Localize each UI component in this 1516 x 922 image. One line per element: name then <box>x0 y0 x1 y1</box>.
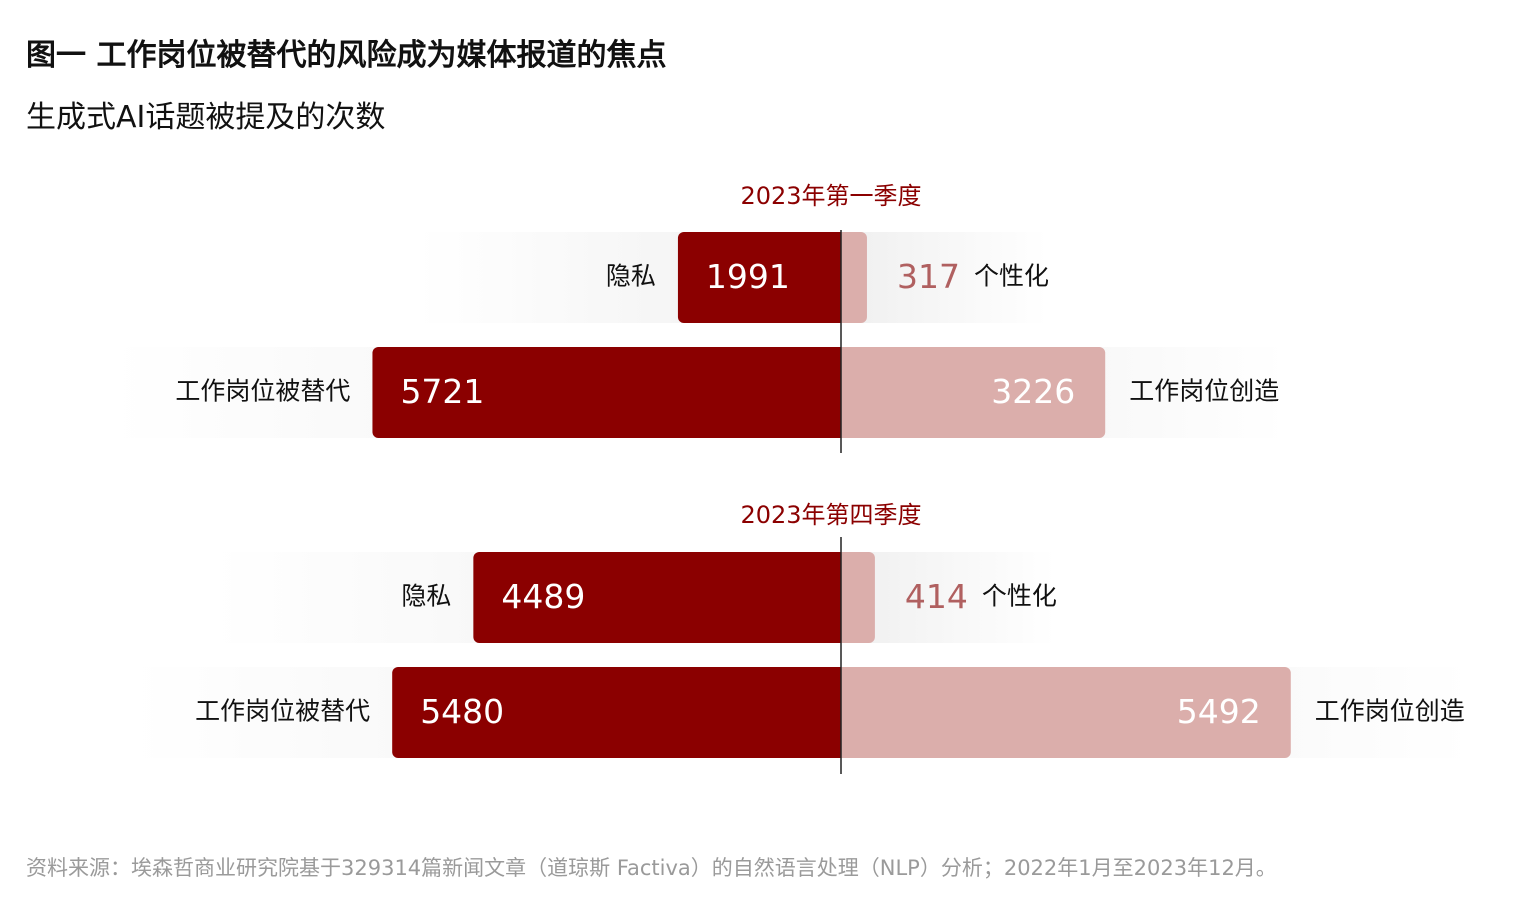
source-note: 资料来源：埃森哲商业研究院基于329314篇新闻文章（道琼斯 Factiva）的… <box>26 856 1277 880</box>
bar-right <box>835 347 1106 438</box>
bar-left-seam <box>835 347 841 438</box>
bar-left <box>372 347 847 438</box>
category-label-left: 工作岗位被替代 <box>195 697 370 726</box>
category-label-right: 工作岗位创造 <box>1315 697 1465 726</box>
category-label-left: 工作岗位被替代 <box>175 377 350 406</box>
value-label-left: 5721 <box>400 372 484 411</box>
bar-left-seam <box>835 232 841 323</box>
value-label-right: 3226 <box>991 372 1075 411</box>
panel-title: 2023年第四季度 <box>740 501 921 529</box>
bar-right <box>835 552 875 643</box>
value-label-left: 5480 <box>420 692 504 731</box>
value-label-right: 5492 <box>1177 692 1261 731</box>
bar-left-seam <box>835 552 841 643</box>
bar-left <box>473 552 847 643</box>
bar-left <box>677 232 847 323</box>
category-label-right: 工作岗位创造 <box>1129 377 1279 406</box>
row-track-right <box>841 552 1055 643</box>
category-label-left: 隐私 <box>401 582 451 611</box>
bar-left <box>392 667 847 758</box>
bar-right <box>835 667 1291 758</box>
bar-right <box>835 232 867 323</box>
category-label-right: 个性化 <box>982 582 1057 611</box>
row-track-right <box>841 232 1047 323</box>
bar-left-seam <box>835 667 841 758</box>
value-label-left: 1991 <box>706 257 790 296</box>
value-label-left: 4489 <box>501 577 585 616</box>
value-label-right: 414 <box>905 577 968 616</box>
panel-title: 2023年第一季度 <box>740 182 921 210</box>
chart-subtitle: 生成式AI话题被提及的次数 <box>26 100 386 135</box>
chart-title: 图一 工作岗位被替代的风险成为媒体报道的焦点 <box>26 38 667 73</box>
category-label-right: 个性化 <box>974 262 1049 291</box>
category-label-left: 隐私 <box>606 262 656 291</box>
value-label-right: 317 <box>897 257 960 296</box>
